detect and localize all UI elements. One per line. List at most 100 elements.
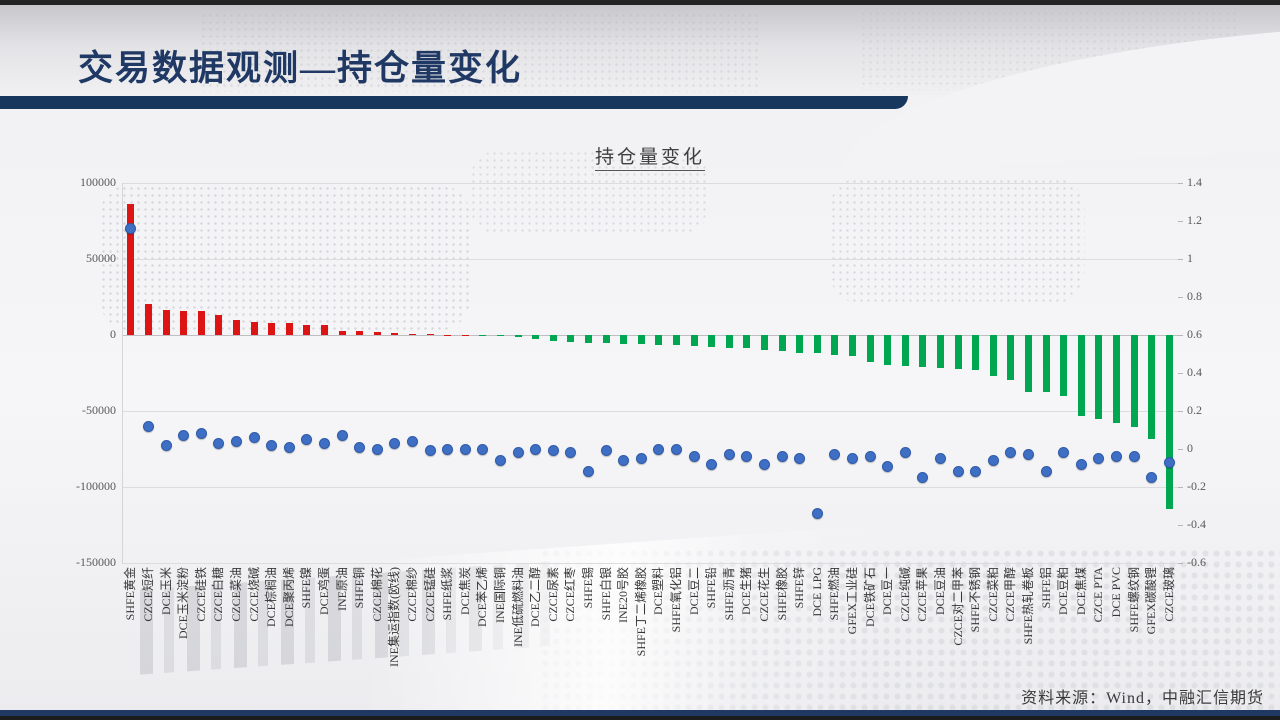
bar-negative <box>866 335 874 363</box>
gridline <box>122 259 1178 260</box>
left-axis-tick-label: 100000 <box>80 175 116 189</box>
category-label: CZCE棉花 <box>369 567 384 622</box>
scatter-dot <box>1005 447 1017 459</box>
bar-negative <box>796 335 804 353</box>
category-label: SHFE氧化铝 <box>668 567 683 633</box>
bar-negative <box>725 335 733 348</box>
right-axis-tick-mark <box>1178 487 1183 488</box>
page-title: 交易数据观测—持仓量变化 <box>78 49 523 88</box>
category-label: INE20号胶 <box>616 567 631 623</box>
category-label: DCE棕榈油 <box>264 567 279 628</box>
category-label: SHFE白银 <box>598 567 613 621</box>
category-label: DCE玉米 <box>158 567 173 616</box>
category-label: SHFE纸浆 <box>440 567 455 621</box>
scatter-dot <box>477 443 489 455</box>
category-label: SHFE燃油 <box>827 567 842 621</box>
category-label: CZCE花生 <box>756 567 771 622</box>
scatter-dot <box>970 466 982 478</box>
scatter-dot <box>776 451 788 463</box>
bar-negative <box>743 335 751 349</box>
category-label: GFEX碳酸锂 <box>1144 567 1159 635</box>
scatter-dot <box>547 445 559 457</box>
bar-negative <box>549 335 557 341</box>
scatter-dot <box>846 453 858 464</box>
scatter-dot <box>195 428 207 440</box>
bar-negative <box>672 335 680 346</box>
category-label: DCE豆二 <box>686 567 701 616</box>
scatter-dot <box>882 460 894 472</box>
gridline <box>122 563 1178 564</box>
scatter-dot <box>160 439 172 451</box>
scatter-dot <box>741 451 753 463</box>
bar-negative <box>532 335 540 340</box>
category-label: SHFE丁二烯橡胶 <box>633 567 648 657</box>
category-label: INE原油 <box>334 567 349 611</box>
right-axis-tick-mark <box>1178 563 1183 564</box>
category-label: GFEX工业硅 <box>844 567 859 635</box>
bar-negative <box>813 335 821 354</box>
category-label: CZCE短纤 <box>140 567 155 622</box>
category-label: DCE生猪 <box>739 567 754 616</box>
bar-negative <box>567 335 575 342</box>
scatter-dot <box>899 447 911 459</box>
scatter-dot <box>424 445 436 457</box>
category-label: CZCE烧碱 <box>246 567 261 622</box>
scatter-dot <box>1075 458 1087 470</box>
category-label: CZCE锰硅 <box>422 567 437 622</box>
right-axis-tick-label: 1 <box>1187 251 1193 265</box>
scatter-dot <box>1146 472 1158 483</box>
category-label: DCE铁矿石 <box>862 567 877 628</box>
scatter-dot <box>565 447 577 459</box>
bar-negative <box>778 335 786 351</box>
bar-positive <box>373 332 381 335</box>
bar-negative <box>954 335 962 370</box>
bar-positive <box>215 315 223 335</box>
right-axis-tick-label: -0.2 <box>1187 479 1206 493</box>
scatter-dot <box>794 453 806 464</box>
right-axis-tick-label: 0.8 <box>1187 289 1202 303</box>
scatter-dot <box>811 508 823 520</box>
right-axis-tick-mark <box>1178 449 1183 450</box>
scatter-dot <box>1128 451 1140 463</box>
scatter-dot <box>512 447 524 459</box>
bar-negative <box>1130 335 1138 427</box>
category-label: DCE豆油 <box>932 567 947 616</box>
scatter-dot <box>723 449 735 461</box>
category-label: CZCE菜粕 <box>985 567 1000 622</box>
bar-positive <box>391 333 399 335</box>
right-axis-tick-mark <box>1178 259 1183 260</box>
scatter-dot <box>442 443 454 455</box>
category-label: SHFE黄金 <box>123 567 138 621</box>
scatter-dot <box>864 451 876 463</box>
category-label: DCE焦炭 <box>457 567 472 616</box>
category-label: CZCE对二甲苯 <box>950 567 965 646</box>
bar-negative <box>637 335 645 345</box>
slide-bottom-edge <box>0 716 1280 720</box>
category-label: SHFE螺纹钢 <box>1126 567 1141 633</box>
scatter-dot <box>283 441 295 453</box>
source-note: 资料来源：Wind，中融汇信期货 <box>1021 690 1264 707</box>
bar-positive <box>162 309 170 335</box>
bar-negative <box>602 335 610 344</box>
world-map-dots-decoration <box>470 150 710 235</box>
category-label: SHFE沥青 <box>721 567 736 621</box>
scatter-dot <box>758 458 770 470</box>
scatter-dot <box>1040 466 1052 478</box>
bar-negative <box>760 335 768 351</box>
right-axis-tick-mark <box>1178 525 1183 526</box>
bar-negative <box>655 335 663 345</box>
category-label: DCE塑料 <box>651 567 666 616</box>
bar-positive <box>127 204 135 335</box>
bar-negative <box>1095 335 1103 420</box>
scatter-dot <box>688 451 700 463</box>
bar-positive <box>268 323 276 335</box>
right-axis-tick-mark <box>1178 297 1183 298</box>
scatter-dot <box>459 443 471 455</box>
scatter-dot <box>266 439 278 451</box>
category-label: SHFE镍 <box>299 567 314 609</box>
bar-positive <box>144 303 152 335</box>
category-label: DCE玉米淀粉 <box>176 567 191 640</box>
scatter-dot <box>371 443 383 455</box>
world-map-dots-decoration <box>830 178 1085 303</box>
right-axis-tick-label: 0 <box>1187 441 1193 455</box>
